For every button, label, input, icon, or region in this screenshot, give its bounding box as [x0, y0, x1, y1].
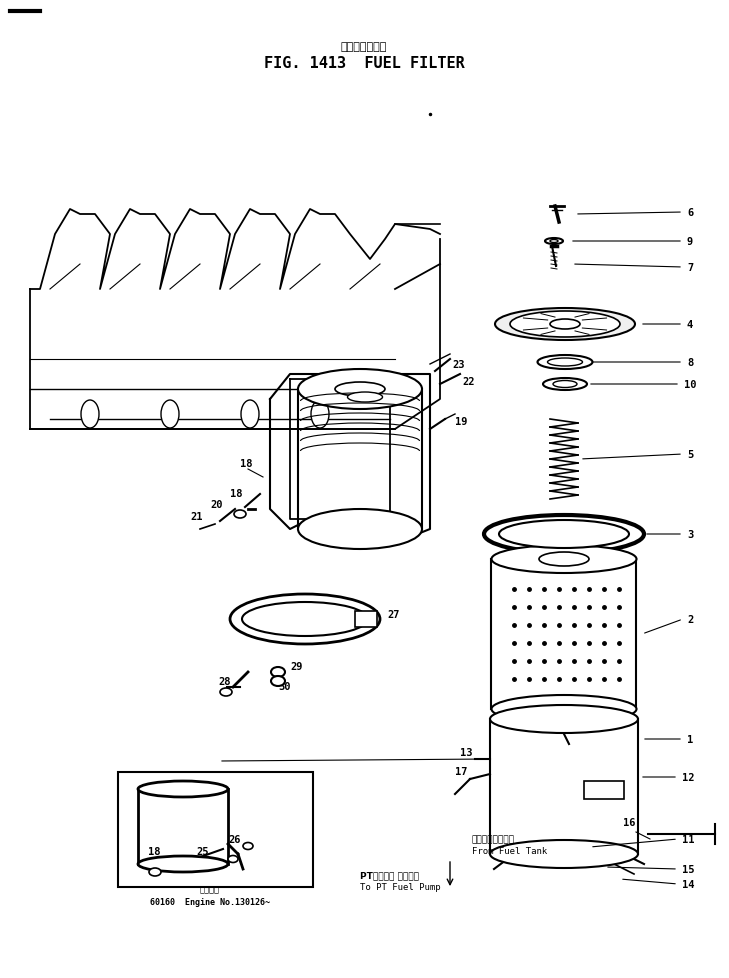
Ellipse shape [539, 553, 589, 566]
Text: 22: 22 [462, 377, 475, 386]
Text: 4: 4 [687, 320, 693, 330]
Ellipse shape [490, 840, 638, 868]
Text: 24: 24 [148, 867, 160, 876]
Text: 28: 28 [218, 677, 230, 687]
Text: 23: 23 [452, 360, 464, 370]
Text: 9: 9 [687, 237, 693, 246]
Text: 6: 6 [687, 207, 693, 218]
Text: 8: 8 [687, 358, 693, 368]
Text: 5: 5 [687, 450, 693, 460]
Text: FIG. 1413  FUEL FILTER: FIG. 1413 FUEL FILTER [264, 56, 464, 70]
Text: 10: 10 [684, 379, 696, 389]
Text: 26: 26 [228, 834, 241, 844]
Ellipse shape [220, 689, 232, 696]
Ellipse shape [484, 515, 644, 554]
Ellipse shape [510, 312, 620, 337]
Ellipse shape [491, 546, 636, 573]
Ellipse shape [550, 241, 558, 244]
Ellipse shape [230, 595, 380, 645]
Ellipse shape [243, 843, 253, 850]
Ellipse shape [298, 510, 422, 550]
Ellipse shape [228, 856, 238, 863]
Bar [355, 611, 377, 627]
Ellipse shape [234, 511, 246, 518]
Ellipse shape [271, 677, 285, 687]
Text: 2: 2 [687, 614, 693, 624]
Ellipse shape [149, 868, 161, 876]
Text: From Fuel Tank: From Fuel Tank [472, 846, 547, 855]
Text: 11: 11 [682, 834, 695, 844]
Ellipse shape [241, 401, 259, 428]
Text: 30: 30 [278, 682, 290, 691]
Ellipse shape [495, 309, 635, 340]
Ellipse shape [545, 239, 563, 244]
Text: 7: 7 [687, 263, 693, 273]
Text: 14: 14 [682, 879, 695, 889]
Text: PTフェルル ポンプへ: PTフェルル ポンプへ [360, 870, 419, 879]
Ellipse shape [161, 401, 179, 428]
Ellipse shape [138, 781, 228, 797]
Text: 20: 20 [210, 500, 222, 510]
Text: 60160  Engine No.130126~: 60160 Engine No.130126~ [150, 897, 270, 906]
Text: 1: 1 [687, 734, 693, 744]
Text: 17: 17 [455, 766, 467, 777]
Text: 15: 15 [682, 865, 695, 874]
Ellipse shape [547, 359, 582, 367]
Ellipse shape [491, 695, 636, 724]
Ellipse shape [81, 401, 99, 428]
Ellipse shape [553, 381, 577, 388]
Ellipse shape [490, 705, 638, 734]
Ellipse shape [335, 382, 385, 397]
Ellipse shape [242, 602, 368, 637]
Text: To PT Fuel Pump: To PT Fuel Pump [360, 882, 440, 891]
Text: フェルフィルタ: フェルフィルタ [341, 42, 387, 52]
Ellipse shape [271, 667, 285, 678]
Ellipse shape [138, 856, 228, 872]
Text: 29: 29 [290, 661, 303, 671]
Text: 27: 27 [387, 609, 399, 619]
Text: 3: 3 [687, 529, 693, 540]
Ellipse shape [550, 320, 580, 330]
Ellipse shape [499, 520, 629, 549]
Ellipse shape [348, 392, 383, 403]
Ellipse shape [298, 370, 422, 410]
Ellipse shape [311, 401, 329, 428]
Text: 13: 13 [460, 747, 472, 757]
Text: 19: 19 [455, 417, 467, 426]
Text: 18: 18 [240, 459, 252, 468]
Text: 18: 18 [230, 488, 243, 499]
Text: フロータンクから: フロータンクから [472, 834, 515, 843]
Text: 16: 16 [623, 818, 636, 827]
Ellipse shape [543, 378, 587, 390]
Bar [584, 781, 624, 799]
Text: 12: 12 [682, 773, 695, 782]
Text: 適用号機: 適用号機 [200, 884, 220, 893]
Text: 25: 25 [196, 846, 208, 856]
Text: 18: 18 [148, 846, 160, 856]
Ellipse shape [537, 356, 593, 370]
Text: 21: 21 [190, 511, 203, 521]
Bar [118, 773, 313, 887]
